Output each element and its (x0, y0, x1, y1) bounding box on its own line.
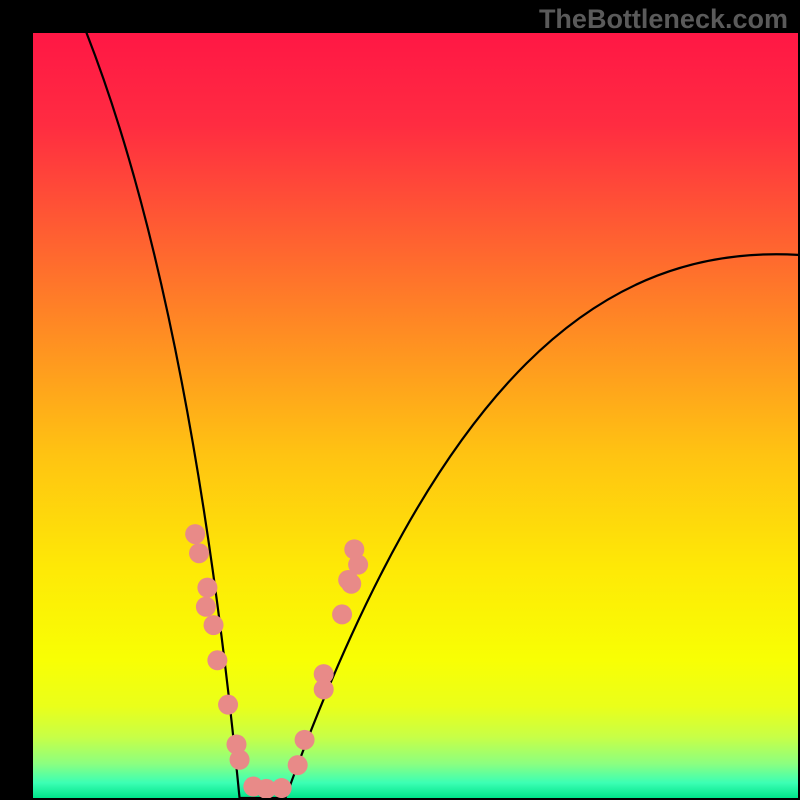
data-marker (185, 524, 205, 544)
data-marker (189, 543, 209, 563)
data-marker (197, 578, 217, 598)
plot-area (33, 33, 798, 798)
data-marker (272, 778, 292, 798)
data-marker (218, 695, 238, 715)
data-marker (314, 679, 334, 699)
data-marker (230, 750, 250, 770)
data-marker (332, 604, 352, 624)
plot-svg (33, 33, 798, 798)
data-marker (344, 539, 364, 559)
data-marker (288, 755, 308, 775)
data-marker (295, 730, 315, 750)
data-marker (204, 615, 224, 635)
chart-frame: TheBottleneck.com (0, 0, 800, 800)
data-marker (341, 574, 361, 594)
data-marker (207, 650, 227, 670)
gradient-background (33, 33, 798, 798)
watermark-text: TheBottleneck.com (539, 4, 788, 35)
data-marker (196, 597, 216, 617)
